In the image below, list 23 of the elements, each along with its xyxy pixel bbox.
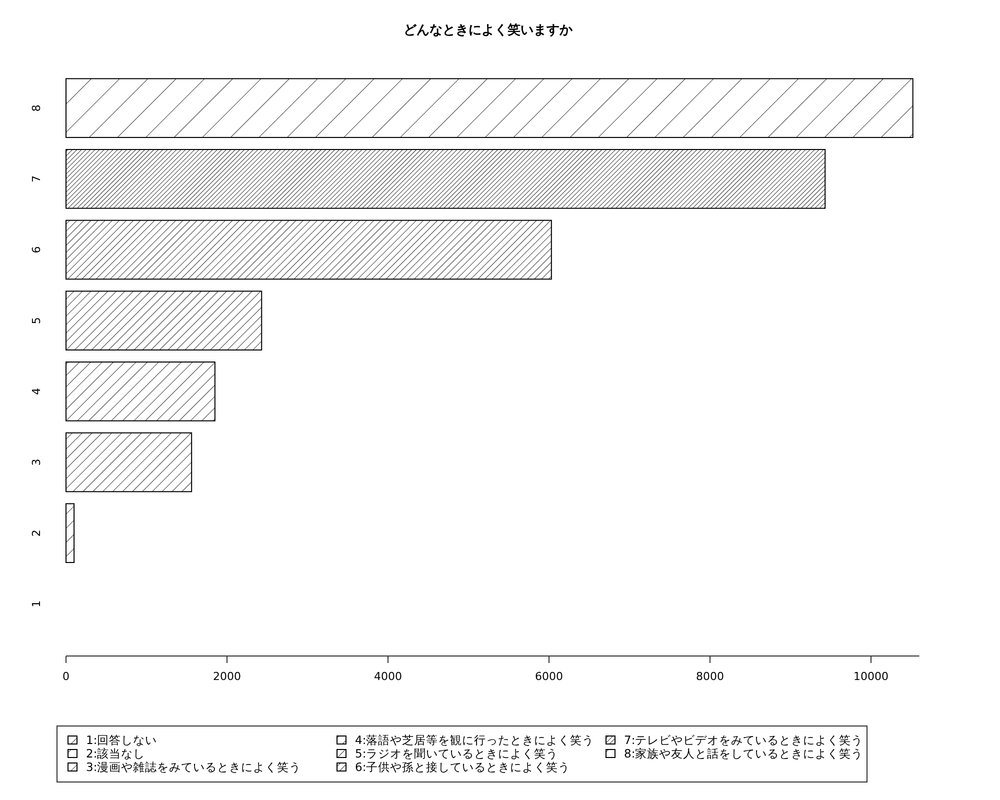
y-tick-label: 1 [30,600,43,608]
legend-label: 6:子供や孫と接しているときによく笑う [355,760,570,774]
y-tick-label: 6 [30,246,43,254]
y-tick-label: 5 [30,317,43,324]
legend-label: 8:家族や友人と話をしているときによく笑う [624,746,864,760]
legend-label: 5:ラジオを聞いているときによく笑う [355,746,558,760]
legend-label: 1:回答しない [86,733,158,747]
x-tick-label: 0 [62,670,70,683]
chart-title: どんなときによく笑いますか [404,23,574,38]
y-tick-label: 8 [30,104,43,112]
x-tick-label: 6000 [535,670,563,683]
legend-label: 7:テレビやビデオをみているときによく笑う [624,733,864,747]
y-tick-label: 7 [30,175,43,182]
legend-label: 3:漫画や雑誌をみているときによく笑う [86,760,302,774]
x-tick-label: 8000 [696,670,724,683]
legend-label: 2:該当なし [86,746,146,760]
x-tick-label: 10000 [854,670,888,683]
y-tick-label: 3 [30,458,43,466]
y-tick-label: 2 [30,530,43,537]
legend-label: 4:落語や芝居等を観に行ったときによく笑う [355,733,594,747]
y-tick-label: 4 [30,388,43,395]
x-tick-label: 2000 [213,670,241,683]
x-tick-label: 4000 [374,670,402,683]
